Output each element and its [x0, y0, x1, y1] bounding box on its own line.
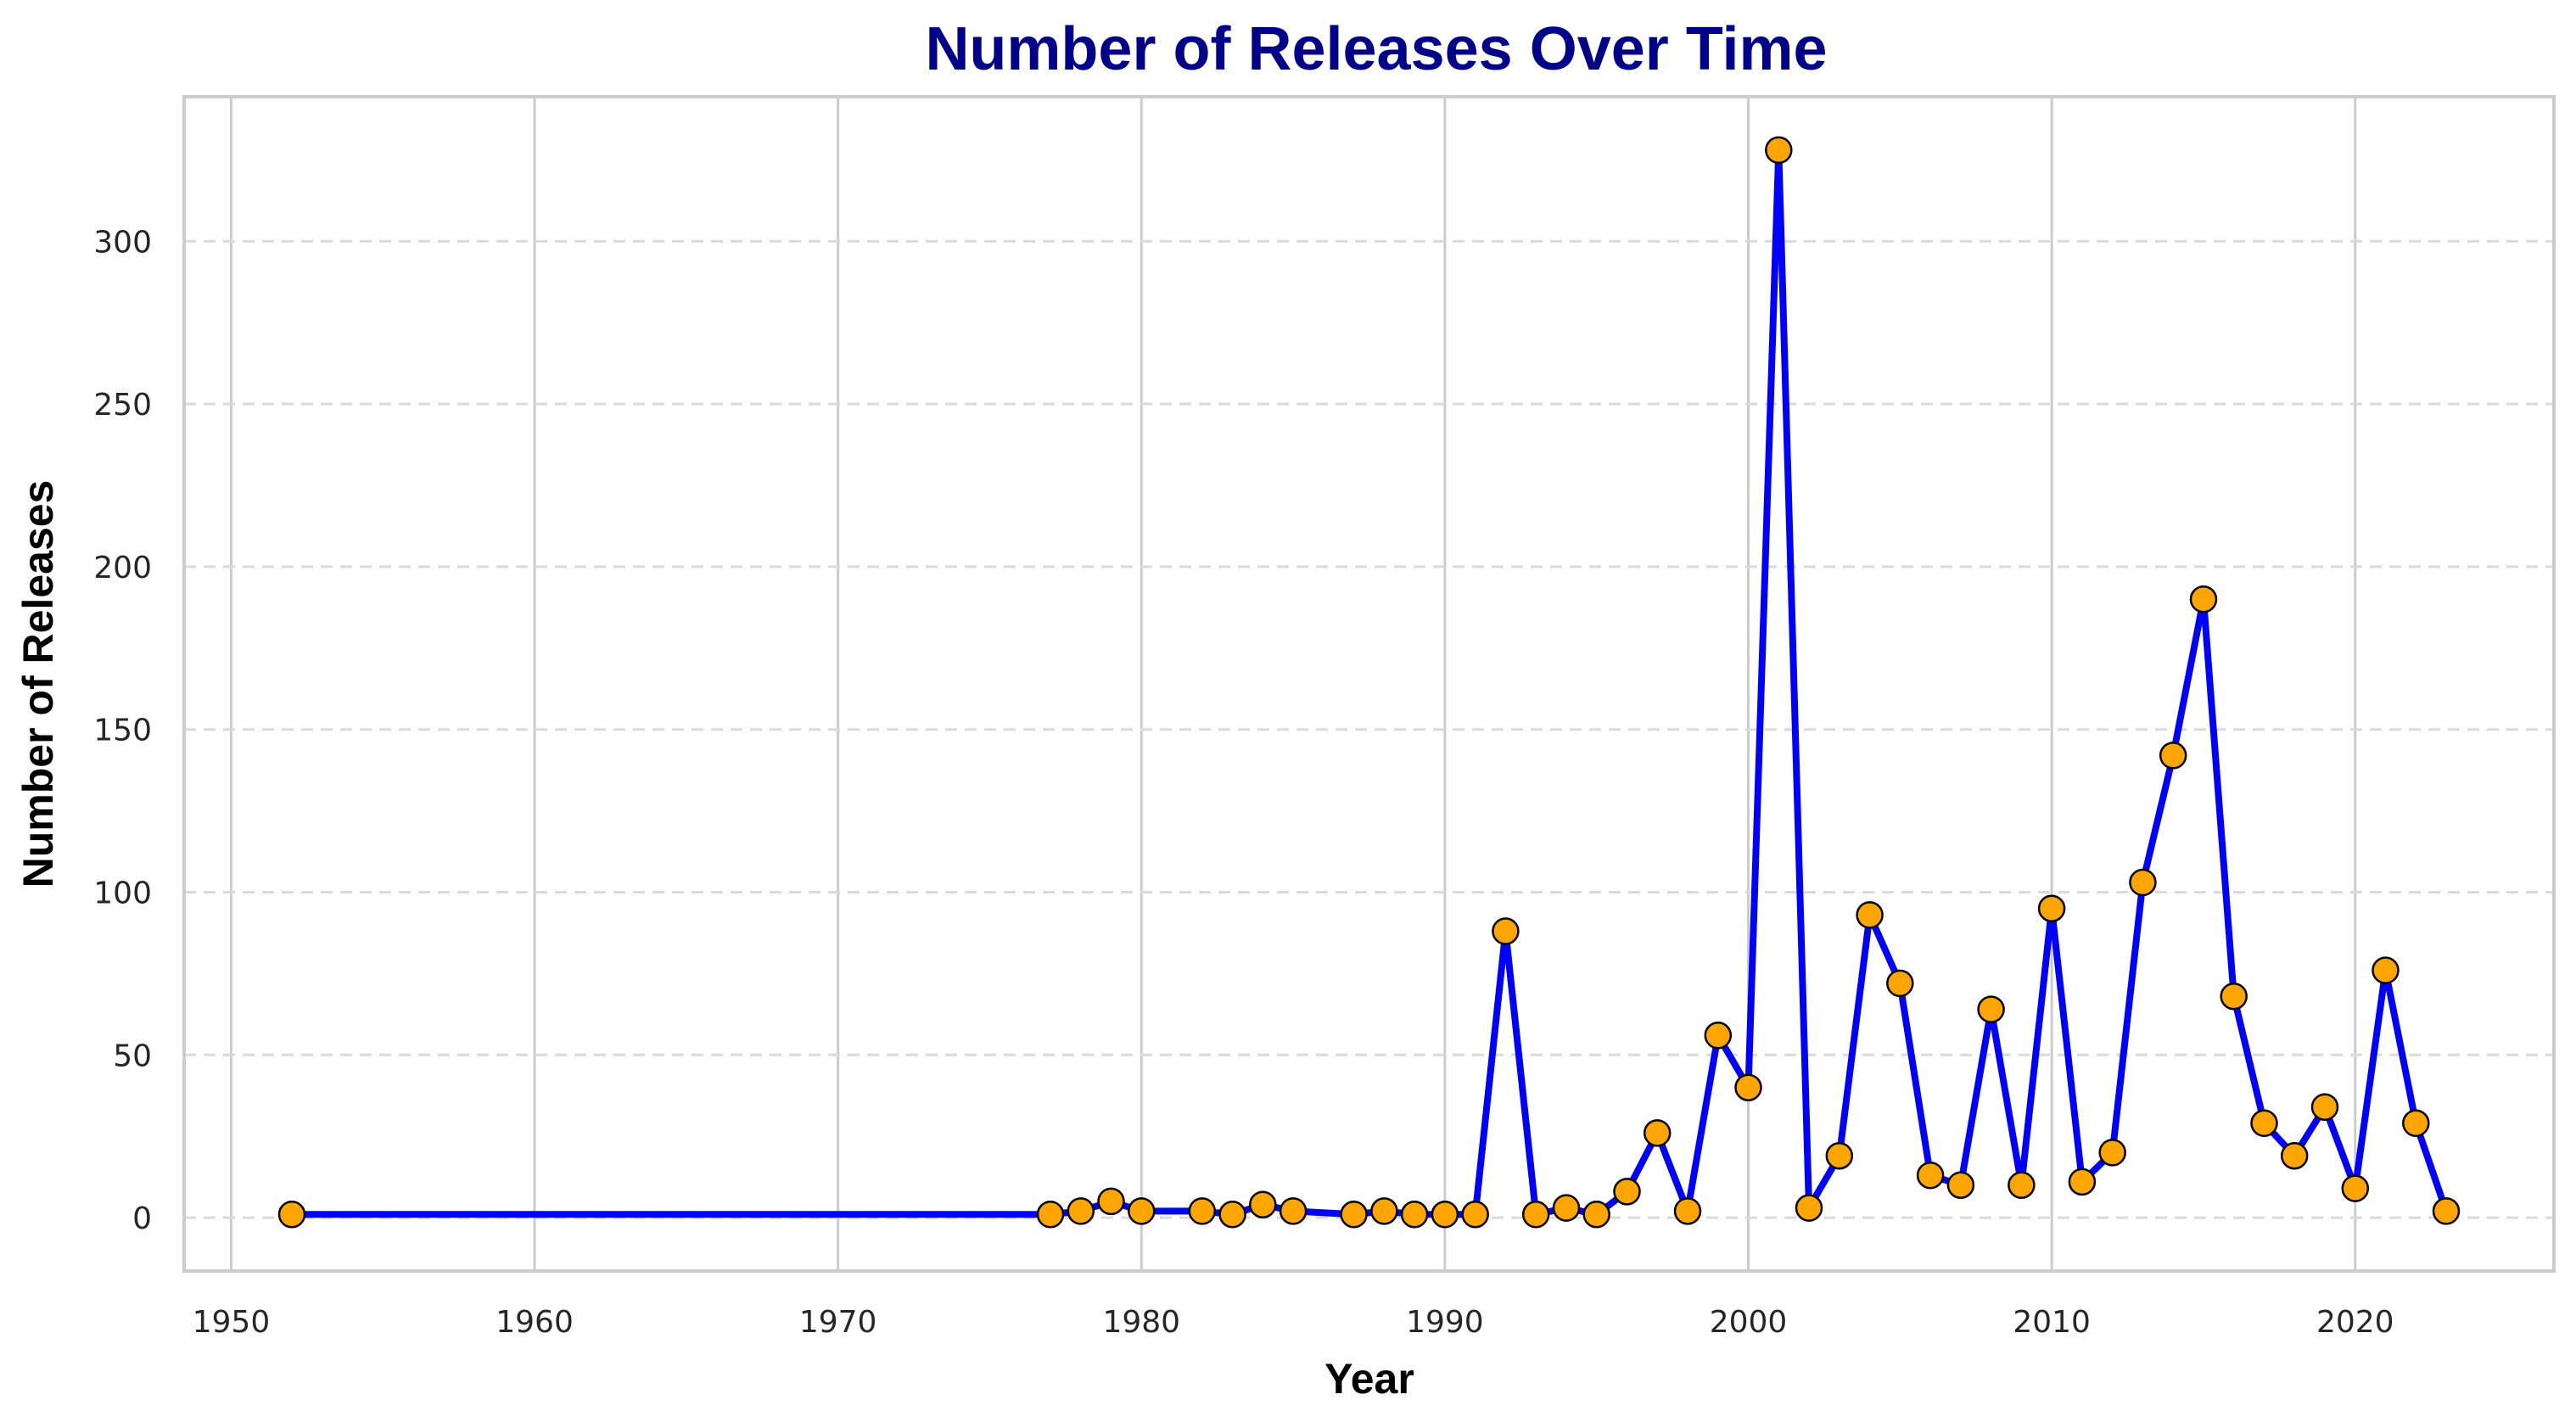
- data-point: [1431, 1201, 1459, 1229]
- data-point: [1734, 1073, 1762, 1101]
- data-point: [2098, 1139, 2126, 1167]
- y-tick-label: 100: [93, 876, 152, 910]
- data-point: [1188, 1197, 1217, 1225]
- data-point: [1916, 1161, 1945, 1190]
- data-point: [2159, 742, 2187, 770]
- data-point: [1218, 1201, 1246, 1229]
- x-tick-label: 2020: [2316, 1305, 2394, 1340]
- y-tick-label: 50: [113, 1039, 152, 1073]
- data-point: [1492, 917, 1520, 945]
- y-axis-label: Number of Releases: [14, 480, 62, 888]
- data-point: [1400, 1201, 1429, 1229]
- data-point: [1613, 1178, 1641, 1206]
- data-point: [1946, 1171, 1975, 1199]
- y-tick-labels: 0 50 100 150 200 250 300: [93, 225, 152, 1236]
- data-point: [2189, 585, 2218, 613]
- data-point: [2432, 1197, 2461, 1225]
- x-tick-label: 2000: [1710, 1305, 1788, 1340]
- data-point: [1370, 1197, 1398, 1225]
- x-axis-label: Year: [1324, 1355, 1414, 1403]
- x-tick-labels: 1950 1960 1970 1980 1990 2000 2010 2020: [193, 1305, 2394, 1340]
- data-point: [1704, 1022, 1733, 1050]
- data-point: [1977, 995, 2005, 1023]
- data-point: [2310, 1093, 2339, 1121]
- y-tick-label: 0: [132, 1201, 152, 1236]
- x-tick-label: 1970: [799, 1305, 877, 1340]
- data-point: [1643, 1119, 1672, 1147]
- data-point: [2129, 868, 2157, 897]
- x-tick-label: 1990: [1406, 1305, 1484, 1340]
- y-tick-label: 250: [93, 388, 152, 423]
- y-tick-label: 300: [93, 225, 152, 260]
- data-point: [2402, 1109, 2430, 1138]
- data-point: [2068, 1168, 2097, 1196]
- data-point: [1097, 1187, 1125, 1216]
- data-point: [2008, 1171, 2036, 1199]
- data-point: [1461, 1201, 1489, 1229]
- plot-frame: [182, 95, 2556, 1273]
- data-point: [1856, 901, 1884, 929]
- data-point: [1825, 1141, 1854, 1170]
- data-point: [1582, 1201, 1610, 1229]
- y-tick-label: 150: [93, 714, 152, 748]
- data-point: [1340, 1201, 1368, 1229]
- data-point: [2280, 1141, 2309, 1170]
- data-point: [2341, 1174, 2370, 1202]
- x-tick-label: 1960: [496, 1305, 574, 1340]
- data-point: [2372, 956, 2400, 984]
- data-point: [2250, 1109, 2278, 1138]
- series-line: [288, 146, 2450, 1218]
- data-point: [2037, 894, 2066, 922]
- x-tick-label: 1950: [193, 1305, 271, 1340]
- x-tick-label: 2010: [2013, 1305, 2091, 1340]
- data-point: [1128, 1197, 1156, 1225]
- data-point: [1886, 969, 1914, 998]
- data-point: [1795, 1194, 1823, 1222]
- x-tick-label: 1980: [1102, 1305, 1180, 1340]
- chart-title: Number of Releases Over Time: [925, 15, 1827, 83]
- data-point: [1249, 1190, 1277, 1218]
- data-point: [1279, 1197, 1308, 1225]
- data-point: [1067, 1197, 1095, 1225]
- data-point: [1765, 136, 1793, 165]
- data-point: [1552, 1194, 1581, 1222]
- y-tick-label: 200: [93, 551, 152, 585]
- data-point: [1673, 1197, 1702, 1225]
- data-point: [1521, 1201, 1550, 1229]
- data-point: [2220, 982, 2248, 1011]
- data-point: [277, 1201, 306, 1229]
- data-series: [277, 136, 2461, 1229]
- data-point: [1036, 1201, 1065, 1229]
